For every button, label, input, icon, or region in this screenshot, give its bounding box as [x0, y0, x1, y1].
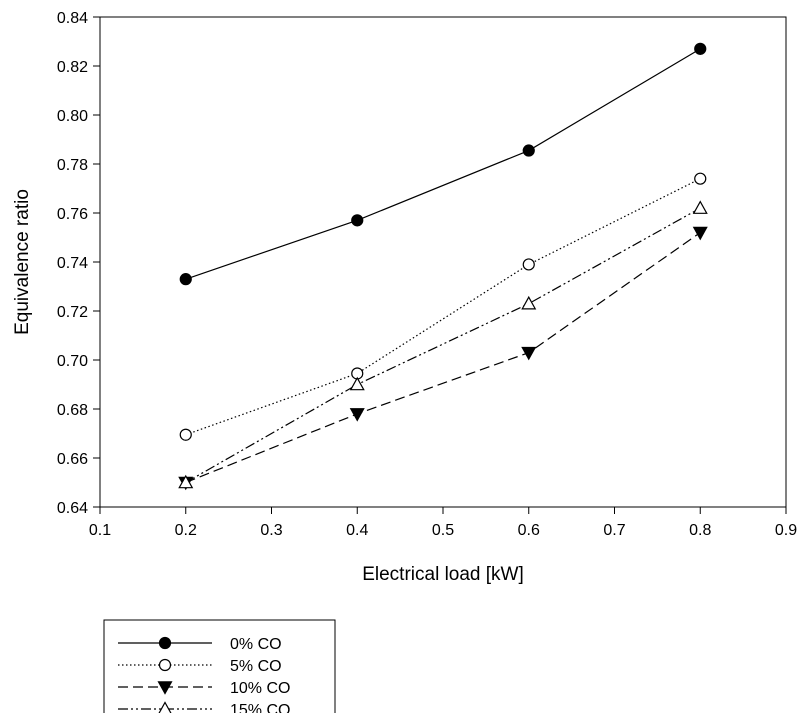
- data-point-s2-2: [521, 346, 537, 361]
- legend-label-3: 15% CO: [230, 702, 290, 713]
- y-tick-label: 0.82: [57, 59, 88, 76]
- legend-frame: [103, 619, 336, 713]
- legend-label-2: 10% CO: [230, 680, 290, 697]
- legend-marker-0: [158, 636, 172, 650]
- y-tick-label: 0.76: [57, 206, 88, 223]
- y-tick-label: 0.78: [57, 157, 88, 174]
- data-point-s0-0: [179, 273, 192, 286]
- x-axis-label: Electrical load [kW]: [362, 564, 524, 585]
- legend-marker-3: [158, 701, 172, 713]
- data-point-s3-0: [178, 474, 194, 489]
- data-point-s0-3: [694, 42, 707, 55]
- series-line-3: [185, 207, 701, 484]
- y-axis-label: Equivalence ratio: [12, 189, 33, 335]
- y-tick-label: 0.74: [57, 255, 88, 272]
- x-tick-label: 0.9: [775, 522, 797, 539]
- data-point-s3-2: [521, 295, 537, 310]
- data-point-s3-3: [692, 200, 708, 214]
- x-tick-label: 0.8: [689, 522, 711, 539]
- y-tick-label: 0.84: [57, 10, 88, 27]
- y-axis: 0.64 0.66 0.68 0.70 0.72 0.74 0.76 0.78 0.80 0.82…: [57, 10, 100, 517]
- x-axis: 0.1 0.2 0.3 0.4 0.5 0.6 0.7 0.8 0.9: [89, 507, 797, 539]
- x-tick-label: 0.5: [432, 522, 454, 539]
- series-line-0: [185, 48, 701, 280]
- legend: 0% CO 5% CO 10% CO 15% CO: [103, 619, 336, 713]
- data-point-s1-0: [179, 428, 192, 441]
- y-tick-label: 0.68: [57, 402, 88, 419]
- series-line-1: [185, 178, 701, 436]
- legend-label-0: 0% CO: [230, 636, 282, 653]
- legend-marker-1: [158, 658, 172, 672]
- x-tick-label: 0.4: [346, 522, 368, 539]
- data-point-s2-1: [349, 408, 365, 422]
- y-tick-label: 0.72: [57, 304, 88, 321]
- x-tick-label: 0.2: [175, 522, 197, 539]
- series-lines: [185, 48, 701, 484]
- data-point-s1-2: [522, 258, 535, 271]
- data-point-s1-3: [694, 172, 707, 185]
- plot-frame: [99, 16, 787, 508]
- x-tick-label: 0.6: [518, 522, 540, 539]
- x-tick-label: 0.3: [260, 522, 282, 539]
- x-tick-label: 0.1: [89, 522, 111, 539]
- y-tick-label: 0.66: [57, 451, 88, 468]
- legend-marker-2: [157, 681, 173, 695]
- series-line-2: [185, 232, 701, 484]
- data-point-s3-1: [349, 376, 365, 391]
- x-tick-label: 0.7: [603, 522, 625, 539]
- y-tick-label: 0.80: [57, 108, 88, 125]
- series-markers: [178, 42, 708, 491]
- y-tick-label: 0.70: [57, 353, 88, 370]
- data-point-s2-3: [692, 226, 708, 241]
- legend-label-1: 5% CO: [230, 658, 282, 675]
- data-point-s0-2: [522, 144, 535, 157]
- y-tick-label: 0.64: [57, 500, 88, 517]
- data-point-s0-1: [351, 214, 364, 227]
